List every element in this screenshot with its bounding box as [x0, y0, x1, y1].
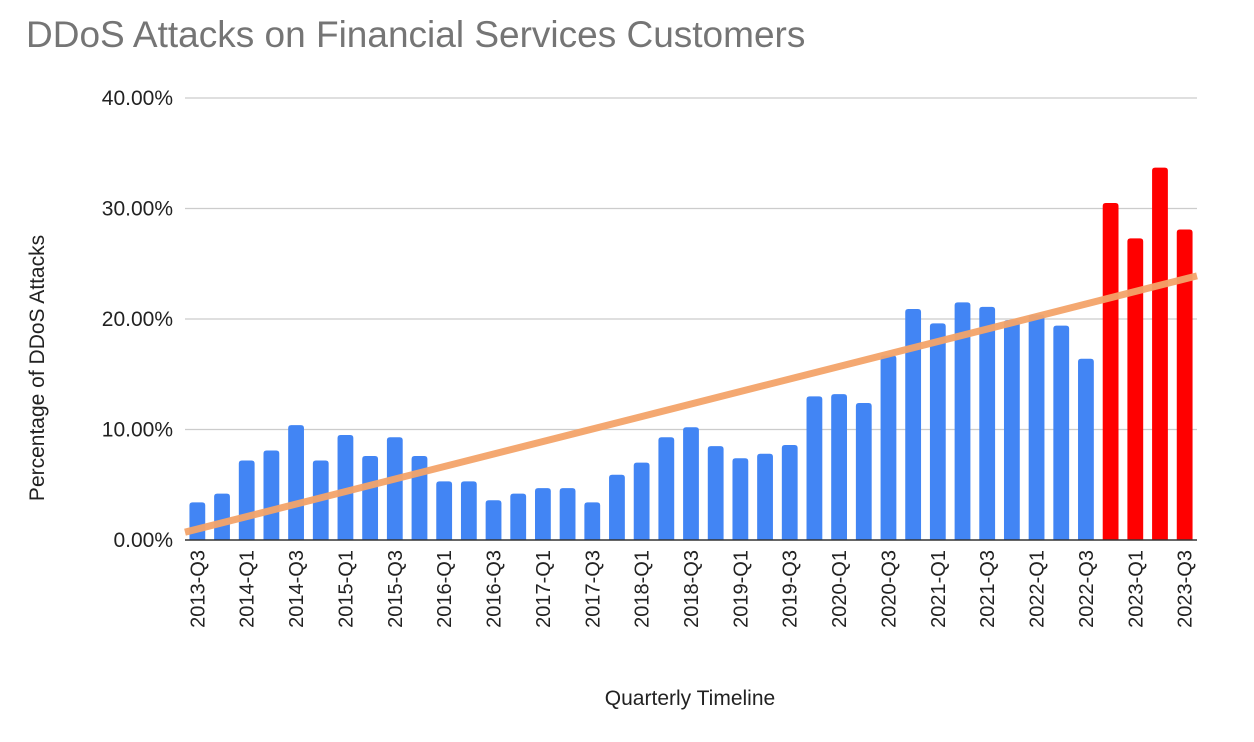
- bar-2016-Q1: [436, 481, 453, 540]
- x-tick-label: 2020-Q1: [829, 550, 851, 628]
- y-axis-label: Percentage of DDoS Attacks: [26, 235, 49, 501]
- bar-2014-Q2: [263, 450, 280, 540]
- x-tick-label: 2015-Q1: [335, 550, 357, 628]
- bar-2018-Q2: [658, 437, 675, 540]
- x-tick-label: 2014-Q3: [286, 550, 308, 628]
- x-tick-label: 2013-Q3: [187, 550, 209, 628]
- bar-2021-Q2: [954, 302, 971, 540]
- x-tick-label: 2022-Q1: [1027, 550, 1049, 628]
- y-tick-label: 30.00%: [102, 198, 173, 221]
- x-tick-label: 2021-Q3: [977, 550, 999, 628]
- bar-2023-Q3: [1176, 229, 1193, 540]
- bar-2014-Q3: [288, 425, 304, 540]
- bar-2016-Q4: [510, 493, 527, 540]
- x-axis-tick-labels: 2013-Q3 2014-Q1 2014-Q3 2015-Q1 2015-Q3 2016-…: [187, 550, 1196, 628]
- gridlines: [185, 97, 1197, 431]
- x-tick-label: 2016-Q1: [434, 550, 456, 628]
- bar-2015-Q2: [362, 456, 379, 540]
- bar-2018-Q1: [633, 462, 650, 540]
- y-tick-label: 0.00%: [113, 529, 173, 552]
- bar-2023-Q2: [1152, 167, 1168, 541]
- bars: [189, 167, 1193, 541]
- bar-2020-Q4: [905, 309, 922, 540]
- bar-2020-Q1: [831, 394, 847, 540]
- x-tick-label: 2022-Q3: [1076, 550, 1098, 628]
- bar-2021-Q3: [979, 306, 996, 540]
- x-tick-label: 2015-Q3: [385, 550, 407, 628]
- y-tick-label: 20.00%: [102, 308, 173, 331]
- x-tick-label: 2021-Q1: [928, 550, 950, 628]
- bar-2014-Q1: [238, 460, 255, 540]
- bar-2021-Q4: [1003, 320, 1020, 540]
- bar-2017-Q3: [584, 502, 601, 540]
- bar-2020-Q2: [855, 402, 872, 540]
- chart-title: DDoS Attacks on Financial Services Custo…: [26, 14, 806, 55]
- bar-2019-Q2: [757, 453, 773, 540]
- bar-2013-Q3: [189, 502, 206, 540]
- bar-2015-Q1: [337, 435, 354, 540]
- x-axis-label: Quarterly Timeline: [605, 687, 775, 710]
- bar-2013-Q4: [214, 493, 230, 540]
- x-tick-label: 2020-Q3: [878, 550, 900, 628]
- bar-2017-Q4: [609, 474, 625, 540]
- x-tick-label: 2018-Q3: [681, 550, 703, 628]
- x-tick-label: 2019-Q3: [780, 550, 802, 628]
- x-tick-label: 2018-Q1: [632, 550, 654, 628]
- trendline-layer: [184, 272, 1198, 536]
- y-axis-tick-labels: 0.00% 10.00% 20.00% 30.00% 40.00%: [102, 87, 173, 552]
- bar-2015-Q3: [386, 437, 403, 540]
- bar-2020-Q3: [880, 355, 897, 540]
- bar-2023-Q1: [1127, 238, 1144, 540]
- y-tick-label: 40.00%: [102, 87, 173, 110]
- bar-2019-Q4: [806, 396, 823, 540]
- x-tick-label: 2016-Q3: [484, 550, 506, 628]
- bar-2018-Q4: [707, 446, 724, 540]
- bar-2017-Q1: [535, 488, 551, 540]
- bar-2021-Q1: [929, 323, 946, 540]
- bar-2018-Q3: [683, 427, 699, 540]
- bar-2022-Q2: [1053, 325, 1070, 540]
- x-tick-label: 2019-Q1: [730, 550, 752, 628]
- y-tick-label: 10.00%: [102, 419, 173, 442]
- bar-2016-Q3: [485, 500, 502, 540]
- x-tick-label: 2023-Q1: [1125, 550, 1147, 628]
- bar-2019-Q3: [781, 444, 798, 540]
- bar-2022-Q3: [1078, 358, 1094, 540]
- bar-2017-Q2: [559, 488, 576, 540]
- bar-2016-Q2: [460, 481, 477, 540]
- x-tick-label: 2014-Q1: [237, 550, 259, 628]
- x-tick-label: 2023-Q3: [1175, 550, 1197, 628]
- bar-2022-Q1: [1028, 314, 1045, 540]
- x-tick-label: 2017-Q1: [533, 550, 555, 628]
- bar-2022-Q4: [1102, 202, 1119, 540]
- x-tick-label: 2017-Q3: [582, 550, 604, 628]
- trendline: [184, 272, 1198, 536]
- bar-2019-Q1: [732, 458, 749, 540]
